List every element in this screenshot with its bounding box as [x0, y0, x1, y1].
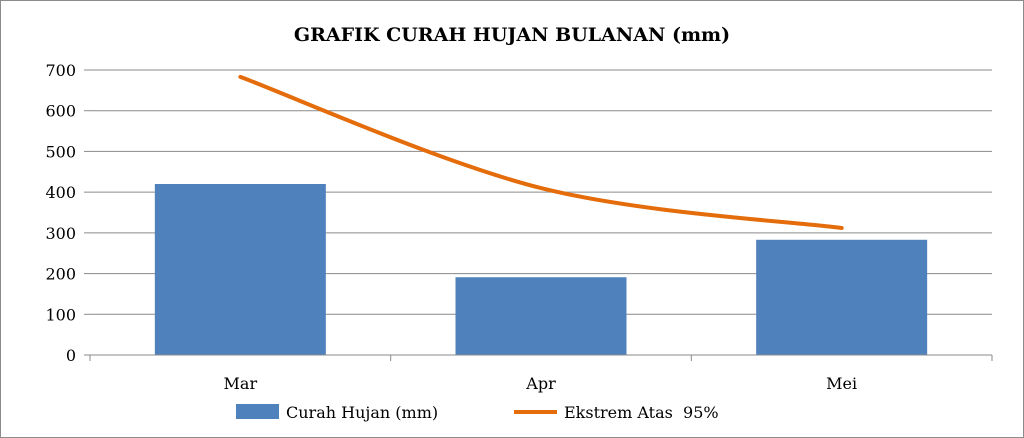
- y-tick-label: 400: [45, 183, 76, 202]
- x-tick-label: Mei: [826, 374, 857, 393]
- x-axis-ticks: Mar Apr Mei: [89, 355, 993, 393]
- y-tick-label: 0: [66, 346, 76, 365]
- line-series: [238, 74, 844, 230]
- chart-title: GRAFIK CURAH HUJAN BULANAN (mm): [294, 24, 730, 46]
- bar-mar: [154, 184, 326, 355]
- line-ekstrem-atas: [238, 74, 844, 230]
- y-tick-label: 100: [45, 305, 76, 324]
- y-axis-ticks: 0 100 200 300 400 500 600 700: [45, 61, 90, 365]
- y-tick-label: 200: [45, 265, 76, 284]
- y-tick-label: 600: [45, 102, 76, 121]
- x-tick-label: Apr: [525, 374, 556, 393]
- x-tick-label: Mar: [224, 374, 258, 393]
- legend-label-ekstrem-atas: Ekstrem Atas 95%: [564, 403, 719, 422]
- legend: Curah Hujan (mm) Ekstrem Atas 95%: [236, 403, 719, 422]
- bar-apr: [455, 277, 627, 355]
- y-tick-label: 300: [45, 224, 76, 243]
- bar-mei: [756, 239, 928, 355]
- y-tick-label: 500: [45, 142, 76, 161]
- legend-label-curah-hujan: Curah Hujan (mm): [286, 403, 438, 422]
- bar-series: [154, 184, 928, 355]
- y-tick-label: 700: [45, 61, 76, 80]
- legend-swatch-curah-hujan: [236, 404, 279, 419]
